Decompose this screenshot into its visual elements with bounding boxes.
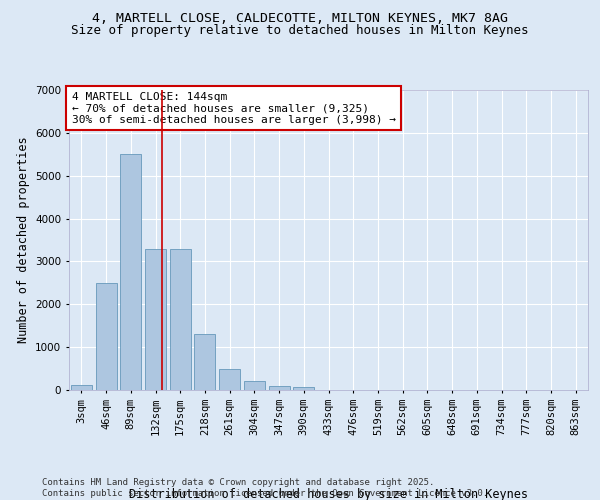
Text: Size of property relative to detached houses in Milton Keynes: Size of property relative to detached ho… [71,24,529,37]
Text: 4 MARTELL CLOSE: 144sqm
← 70% of detached houses are smaller (9,325)
30% of semi: 4 MARTELL CLOSE: 144sqm ← 70% of detache… [71,92,395,124]
Bar [71,385,92,390]
Bar [194,334,215,390]
Bar [293,388,314,390]
Bar [145,248,166,390]
Bar [244,380,265,390]
Text: Contains HM Land Registry data © Crown copyright and database right 2025.
Contai: Contains HM Land Registry data © Crown c… [42,478,488,498]
Bar [269,386,290,390]
X-axis label: Distribution of detached houses by size in Milton Keynes: Distribution of detached houses by size … [129,488,528,500]
Bar [170,248,191,390]
Bar [95,283,116,390]
Bar [219,370,240,390]
Text: 4, MARTELL CLOSE, CALDECOTTE, MILTON KEYNES, MK7 8AG: 4, MARTELL CLOSE, CALDECOTTE, MILTON KEY… [92,12,508,26]
Bar [120,154,141,390]
Y-axis label: Number of detached properties: Number of detached properties [17,136,29,344]
